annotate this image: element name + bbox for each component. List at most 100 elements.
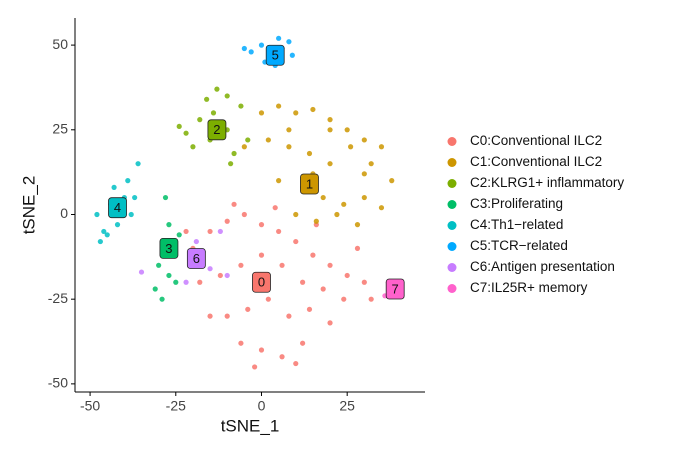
legend-label: C2:KLRG1+ inflammatory [470, 175, 624, 190]
point [197, 279, 203, 285]
point [128, 211, 134, 218]
y-tick-label: 0 [60, 205, 68, 221]
point [214, 86, 220, 92]
point [114, 222, 121, 228]
point [228, 161, 234, 167]
point [327, 127, 333, 133]
point [265, 137, 271, 143]
point [327, 161, 333, 167]
cluster-label-box [252, 271, 271, 293]
point [279, 354, 285, 360]
point [241, 144, 247, 150]
point [94, 211, 100, 218]
point [265, 296, 271, 302]
point [231, 201, 237, 207]
point [334, 211, 340, 218]
point [293, 110, 299, 116]
point [389, 178, 395, 184]
x-tick-label: -25 [166, 398, 186, 414]
point [361, 194, 367, 201]
point [252, 364, 258, 370]
point [361, 279, 367, 285]
point [183, 130, 189, 136]
point [286, 39, 292, 45]
point [162, 194, 169, 201]
point [348, 144, 354, 150]
point [166, 272, 172, 279]
point [368, 296, 374, 302]
cluster-label: 2 [213, 122, 220, 137]
point [159, 296, 165, 302]
point [276, 35, 282, 41]
point [361, 137, 367, 143]
y-tick-label: 50 [52, 36, 68, 52]
cluster-label: 4 [114, 200, 121, 215]
point [207, 228, 213, 235]
point [238, 262, 244, 268]
point [378, 205, 385, 211]
point [152, 286, 158, 292]
cluster-label: 3 [165, 241, 172, 256]
point [258, 252, 265, 258]
cluster-label-box [207, 119, 227, 141]
x-tick-label: -50 [80, 398, 100, 414]
point [248, 49, 254, 55]
point [300, 279, 306, 285]
legend-label: C6:Antigen presentation [470, 259, 615, 274]
point [310, 106, 316, 113]
point [320, 286, 326, 292]
x-tick-label: 25 [339, 398, 355, 414]
y-tick-label: -50 [48, 375, 68, 391]
point [156, 262, 162, 268]
point [313, 218, 319, 224]
legend-label: C4:Th1−related [470, 217, 563, 232]
legend-marker [447, 200, 457, 209]
point [193, 238, 199, 245]
point [138, 269, 145, 275]
point [207, 266, 213, 272]
point [279, 262, 285, 268]
y-tick-label: 25 [52, 120, 68, 136]
point [241, 211, 247, 218]
legend-label: C1:Conventional ILC2 [470, 154, 602, 169]
point [320, 194, 326, 201]
point [238, 103, 244, 109]
cluster-label-box [186, 248, 206, 269]
cluster-label-box [300, 173, 319, 195]
point [104, 232, 110, 238]
point [300, 340, 306, 346]
cluster-label: 6 [193, 251, 200, 266]
point [101, 228, 107, 235]
legend-marker [447, 221, 457, 230]
point [306, 150, 313, 157]
legend-label: C7:IL25R+ memory [470, 280, 588, 295]
x-axis-title: tSNE_1 [221, 416, 280, 435]
point [306, 306, 313, 312]
point [341, 296, 347, 302]
legend-marker [447, 158, 457, 167]
point [327, 117, 333, 123]
point [173, 279, 179, 285]
point [289, 52, 295, 58]
point [224, 218, 230, 224]
point [286, 127, 292, 133]
cluster-label-box [108, 197, 127, 219]
point [354, 222, 361, 228]
point [276, 228, 282, 235]
cluster-label-box [385, 278, 405, 300]
x-tick-label: 0 [258, 398, 266, 414]
point [197, 117, 203, 123]
point [231, 150, 237, 157]
point [276, 178, 282, 184]
legend-marker [447, 242, 457, 251]
point [245, 137, 251, 143]
point [378, 144, 385, 150]
point [354, 245, 361, 251]
point [344, 272, 350, 279]
point [327, 320, 333, 326]
point [97, 238, 103, 245]
point [341, 201, 347, 207]
point [224, 272, 230, 279]
point [293, 211, 299, 218]
